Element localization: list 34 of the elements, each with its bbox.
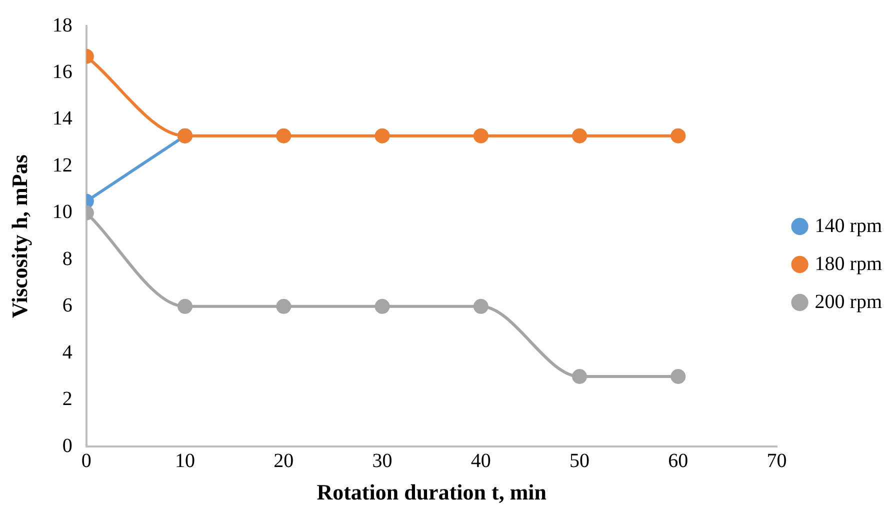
point xyxy=(374,128,390,144)
x-tick-label: 60 xyxy=(668,450,688,472)
x-tick-label: 20 xyxy=(274,450,294,472)
y-tick-label: 2 xyxy=(62,388,72,410)
x-tick-label: 50 xyxy=(570,450,590,472)
y-axis-title: Viscosity h, mPas xyxy=(6,154,32,318)
point xyxy=(473,128,488,144)
point xyxy=(670,128,686,144)
point xyxy=(473,298,488,314)
x-axis-title: Rotation duration t, min xyxy=(316,479,546,504)
y-tick-label: 16 xyxy=(52,60,72,83)
point xyxy=(374,298,390,314)
y-tick-label: 18 xyxy=(52,14,72,36)
y-tick-label: 8 xyxy=(62,248,72,270)
legend-label: 140 rpm xyxy=(814,214,882,237)
point xyxy=(572,128,588,144)
point xyxy=(276,298,292,314)
y-tick-label: 4 xyxy=(62,341,72,364)
y-tick-label: 6 xyxy=(62,294,72,317)
y-tick-label: 12 xyxy=(52,154,72,176)
point xyxy=(276,128,292,144)
y-tick-label: 14 xyxy=(52,108,72,130)
y-tick-label: 10 xyxy=(52,201,72,224)
x-tick-label: 30 xyxy=(372,450,392,472)
point xyxy=(670,369,686,384)
x-tick-label: 10 xyxy=(175,450,196,472)
x-tick-label: 40 xyxy=(470,450,491,472)
x-tick-label: 70 xyxy=(766,450,787,472)
x-tick-label: 0 xyxy=(81,450,92,472)
point xyxy=(572,369,588,384)
point xyxy=(178,298,193,314)
y-tick-label: 0 xyxy=(62,434,72,457)
legend-label: 200 rpm xyxy=(814,290,882,313)
legend-label: 180 rpm xyxy=(814,252,882,275)
